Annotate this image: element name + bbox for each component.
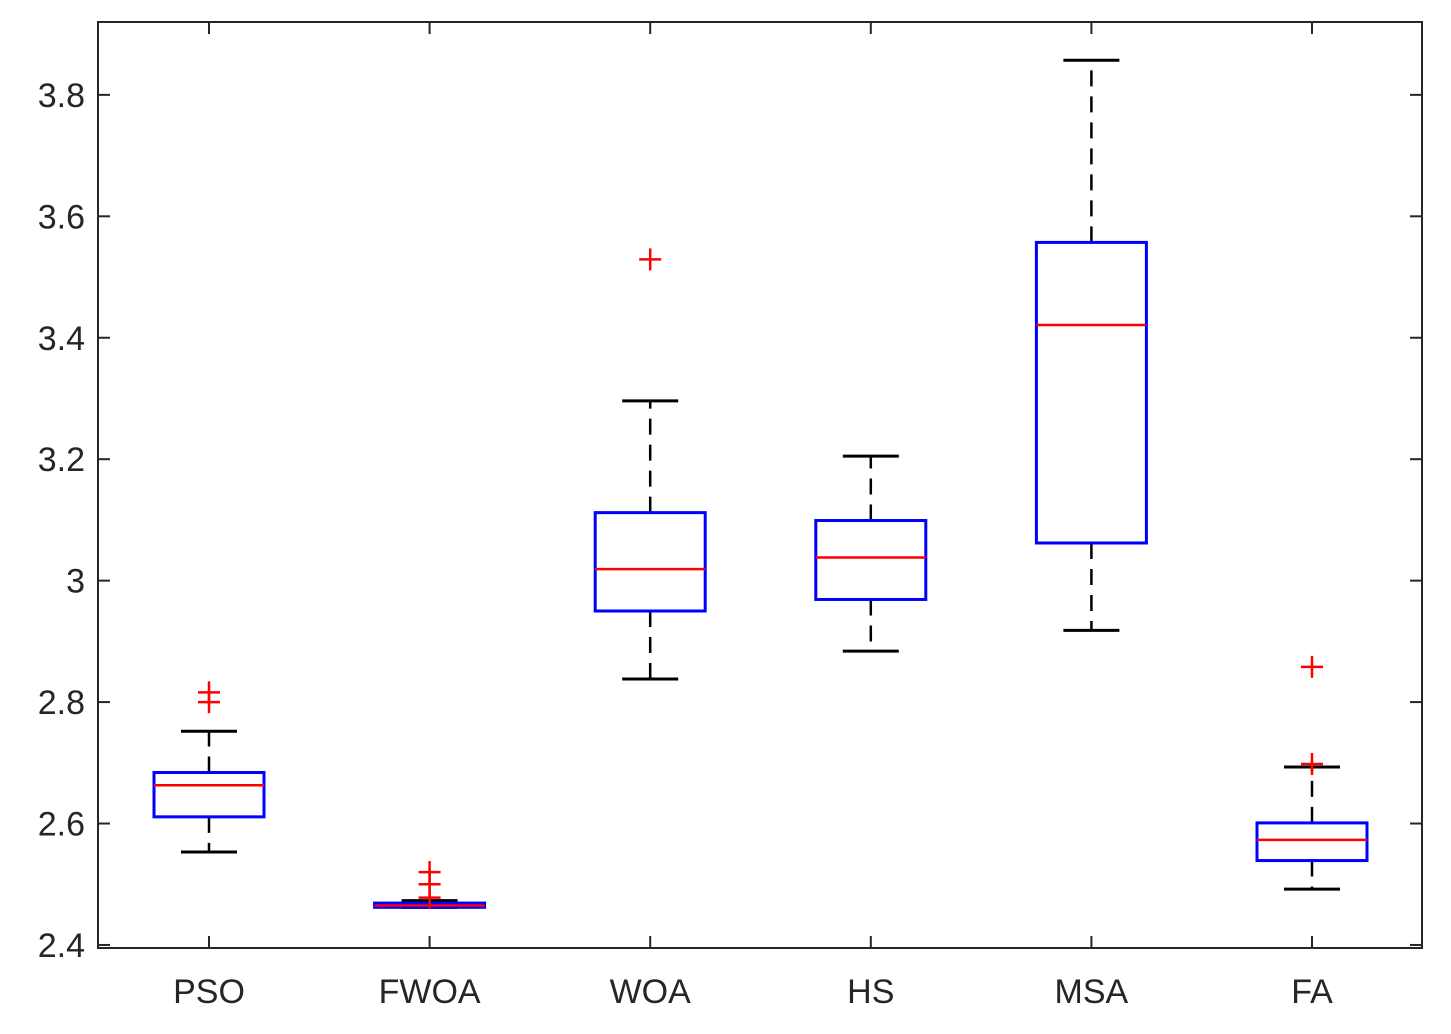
- x-tick-label: PSO: [173, 973, 245, 1011]
- plot-area: [97, 21, 1423, 949]
- box-pso: [152, 771, 266, 819]
- y-tick-label: 3.6: [38, 198, 85, 236]
- outlier-marker: [198, 681, 220, 704]
- y-tick-label: 2.4: [38, 927, 85, 965]
- outlier-marker: [639, 248, 662, 271]
- x-tick-label: HS: [847, 973, 894, 1011]
- box-msa: [1034, 240, 1148, 545]
- outlier-marker: [1301, 655, 1323, 678]
- box-fa: [1255, 821, 1369, 863]
- y-tick-label: 2.6: [38, 806, 85, 844]
- box-hs: [814, 519, 928, 601]
- outlier-marker: [1301, 753, 1323, 776]
- x-tick-label: WOA: [610, 973, 692, 1011]
- y-tick-label: 3.4: [38, 320, 85, 358]
- y-tick-label: 2.8: [38, 684, 85, 722]
- box-woa: [593, 511, 707, 613]
- y-tick-label: 3.2: [38, 441, 85, 479]
- outlier-marker: [418, 861, 441, 884]
- x-tick-label: FWOA: [379, 973, 481, 1011]
- y-tick-label: 3.8: [38, 77, 85, 115]
- x-tick-label: FA: [1291, 973, 1333, 1011]
- y-tick-label: 3: [66, 563, 85, 601]
- x-tick-label: MSA: [1055, 973, 1129, 1011]
